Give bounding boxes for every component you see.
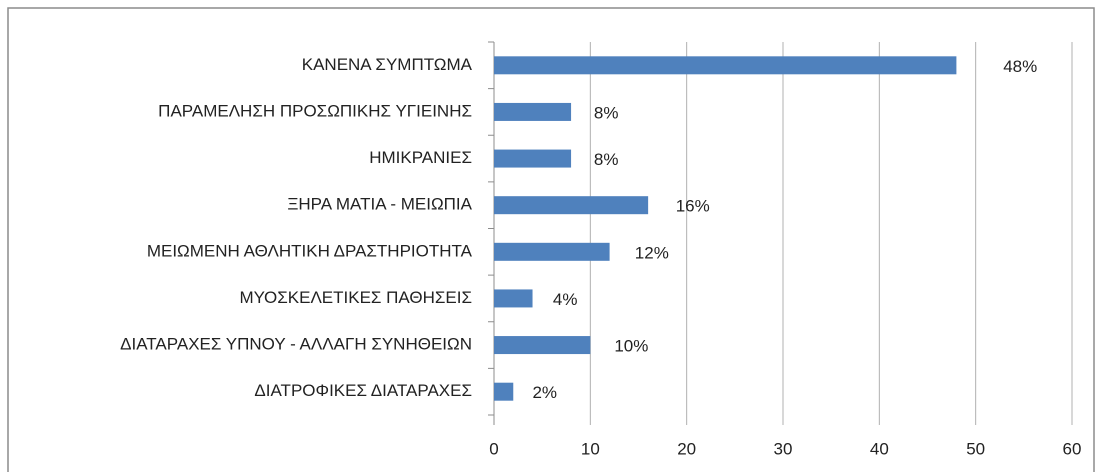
value-label: 10%: [614, 337, 648, 356]
bar: [494, 196, 649, 215]
value-label: 12%: [635, 243, 669, 262]
value-label: 16%: [676, 197, 710, 216]
bar: [494, 56, 957, 75]
x-tick-label: 0: [489, 439, 498, 458]
bar: [494, 102, 572, 121]
y-tick-label: ΔΙΑΤΡΟΦΙΚΕΣ ΔΙΑΤΑΡΑΧΕΣ: [254, 381, 472, 400]
value-label: 8%: [594, 103, 619, 122]
value-label: 4%: [553, 290, 578, 309]
bar: [494, 289, 533, 308]
bar: [494, 382, 514, 401]
value-label: 48%: [1003, 57, 1037, 76]
bar: [494, 336, 591, 355]
y-tick-label: ΚΑΝΕΝΑ ΣΥΜΠΤΩΜΑ: [302, 55, 473, 74]
bar: [494, 242, 610, 261]
value-label: 2%: [532, 383, 557, 402]
x-tick-label: 40: [870, 439, 889, 458]
x-tick-label: 50: [966, 439, 985, 458]
bar: [494, 149, 572, 168]
x-tick-label: 30: [774, 439, 793, 458]
chart-frame: [7, 7, 1095, 472]
y-tick-label: ΔΙΑΤΑΡΑΧΕΣ ΥΠΝΟΥ - ΑΛΛΑΓΗ ΣΥΝΗΘΕΙΩΝ: [120, 335, 472, 354]
x-tick-label: 10: [581, 439, 600, 458]
y-tick-label: ΞΗΡΑ ΜΑΤΙΑ - ΜΕΙΩΠΙΑ: [287, 195, 472, 214]
value-label: 8%: [594, 150, 619, 169]
y-tick-label: ΜΥΟΣΚΕΛΕΤΙΚΕΣ ΠΑΘΗΣΕΙΣ: [239, 288, 472, 307]
y-tick-label: ΗΜΙΚΡΑΝΙΕΣ: [369, 148, 472, 167]
y-tick-label: ΠΑΡΑΜΕΛΗΣΗ ΠΡΟΣΩΠΙΚΗΣ ΥΓΙΕΙΝΗΣ: [158, 101, 472, 120]
x-tick-label: 60: [1063, 439, 1082, 458]
x-tick-label: 20: [677, 439, 696, 458]
y-tick-label: ΜΕΙΩΜΕΝΗ ΑΘΛΗΤΙΚΗ ΔΡΑΣΤΗΡΙΟΤΗΤΑ: [147, 241, 473, 260]
